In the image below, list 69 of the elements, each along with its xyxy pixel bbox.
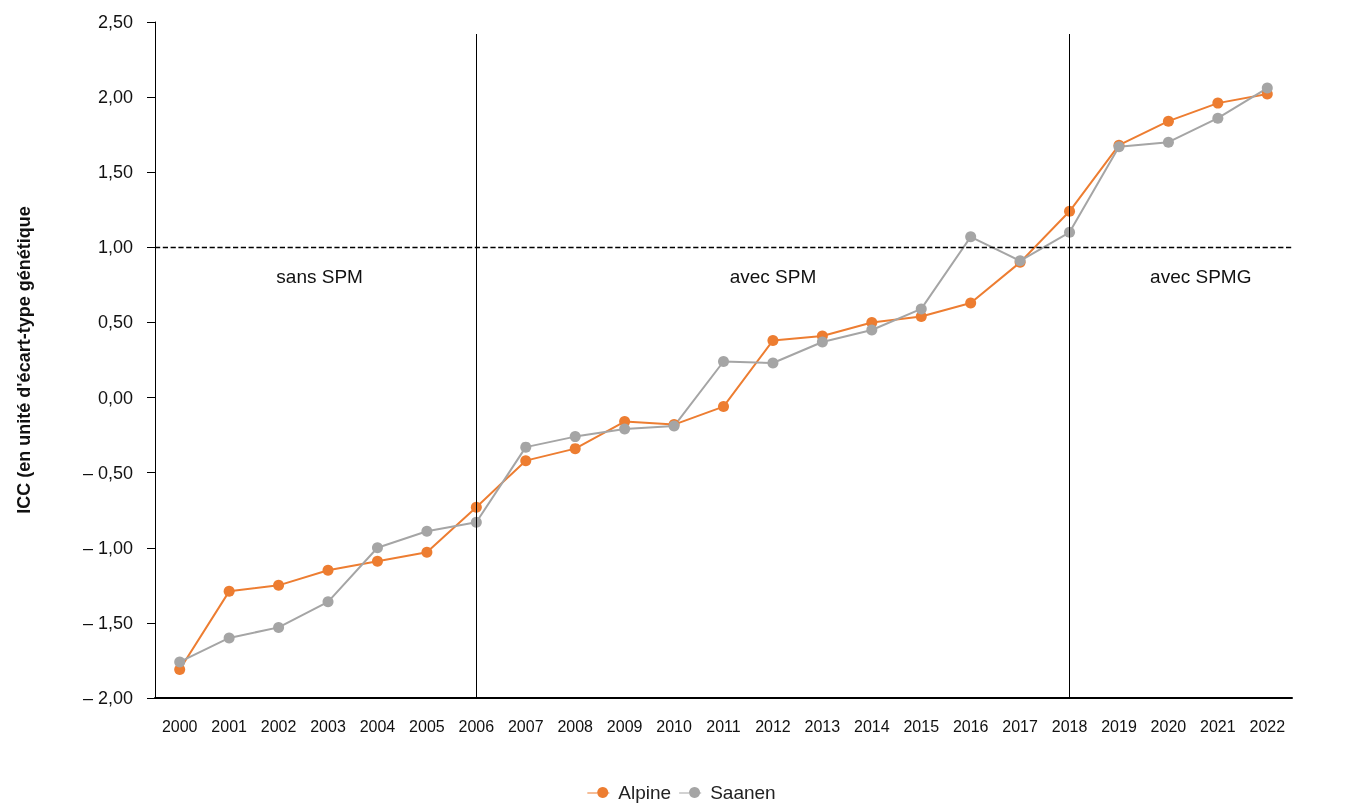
- point: [322, 564, 334, 576]
- legend-label: Saanen: [710, 782, 776, 803]
- point: [767, 357, 779, 369]
- point: [569, 443, 581, 455]
- point: [866, 324, 878, 336]
- x-tick-label: 2011: [706, 717, 741, 735]
- y-tick-label: 2,50: [97, 12, 133, 32]
- y-tick-label: – 2,00: [82, 688, 133, 708]
- annotation: avec SPMG: [1150, 266, 1252, 288]
- x-tick-label: 2004: [359, 717, 396, 735]
- point: [223, 632, 235, 644]
- x-tick-label: 2005: [409, 717, 445, 735]
- x-tick-label: 2000: [161, 717, 198, 735]
- point: [1212, 112, 1224, 124]
- point: [174, 656, 186, 668]
- y-axis-title: ICC (en unité d'écart-type génétique: [14, 206, 34, 514]
- x-tick-label: 2018: [1051, 717, 1088, 735]
- x-tick-label: 2010: [656, 717, 692, 735]
- point: [816, 336, 828, 348]
- y-tick-label: 2,00: [97, 87, 133, 108]
- x-tick-label: 2016: [952, 717, 989, 735]
- point: [965, 231, 977, 243]
- point: [1212, 97, 1224, 109]
- x-tick-label: 2021: [1200, 717, 1236, 735]
- point: [520, 455, 532, 467]
- point: [421, 525, 433, 537]
- x-tick-label: 2019: [1101, 717, 1137, 735]
- point: [421, 546, 433, 558]
- x-tick-label: 2022: [1249, 717, 1286, 735]
- x-tick-label: 2002: [260, 717, 297, 735]
- point: [915, 303, 927, 315]
- y-tick-label: 1,00: [97, 237, 133, 258]
- x-tick-label: 2017: [1002, 717, 1039, 735]
- point: [619, 423, 631, 435]
- point: [371, 542, 383, 554]
- annotation: sans SPM: [276, 266, 363, 288]
- point: [1261, 82, 1273, 94]
- point: [273, 579, 285, 591]
- y-tick-label: – 1,50: [82, 612, 133, 633]
- x-tick-label: 2009: [606, 717, 643, 735]
- point: [1162, 136, 1174, 148]
- x-tick-label: 2003: [310, 717, 346, 735]
- legend-label: Alpine: [618, 782, 672, 803]
- point: [520, 441, 532, 453]
- x-tick-label: 2006: [458, 717, 495, 735]
- x-tick-label: 2007: [507, 717, 544, 735]
- point: [371, 555, 383, 567]
- annotation: avec SPM: [729, 266, 817, 288]
- point: [965, 297, 977, 309]
- x-tick-label: 2012: [755, 717, 791, 735]
- x-tick-label: 2001: [211, 717, 248, 735]
- y-tick-label: 0,50: [97, 312, 133, 333]
- point: [718, 401, 729, 413]
- point: [718, 356, 729, 367]
- point: [322, 596, 334, 608]
- x-tick-label: 2013: [804, 717, 841, 735]
- x-tick-label: 2015: [903, 717, 940, 735]
- x-tick-label: 2008: [557, 717, 594, 735]
- x-tick-label: 2020: [1150, 717, 1187, 735]
- point: [223, 585, 235, 597]
- point: [273, 621, 285, 633]
- point: [1162, 115, 1174, 127]
- y-tick-label: – 1,00: [82, 537, 133, 558]
- point: [569, 431, 581, 443]
- point: [767, 334, 779, 346]
- y-tick-label: 0,00: [97, 387, 133, 408]
- y-tick-label: 1,50: [97, 162, 133, 183]
- y-tick-label: – 0,50: [82, 462, 133, 483]
- x-tick-label: 2014: [854, 717, 890, 735]
